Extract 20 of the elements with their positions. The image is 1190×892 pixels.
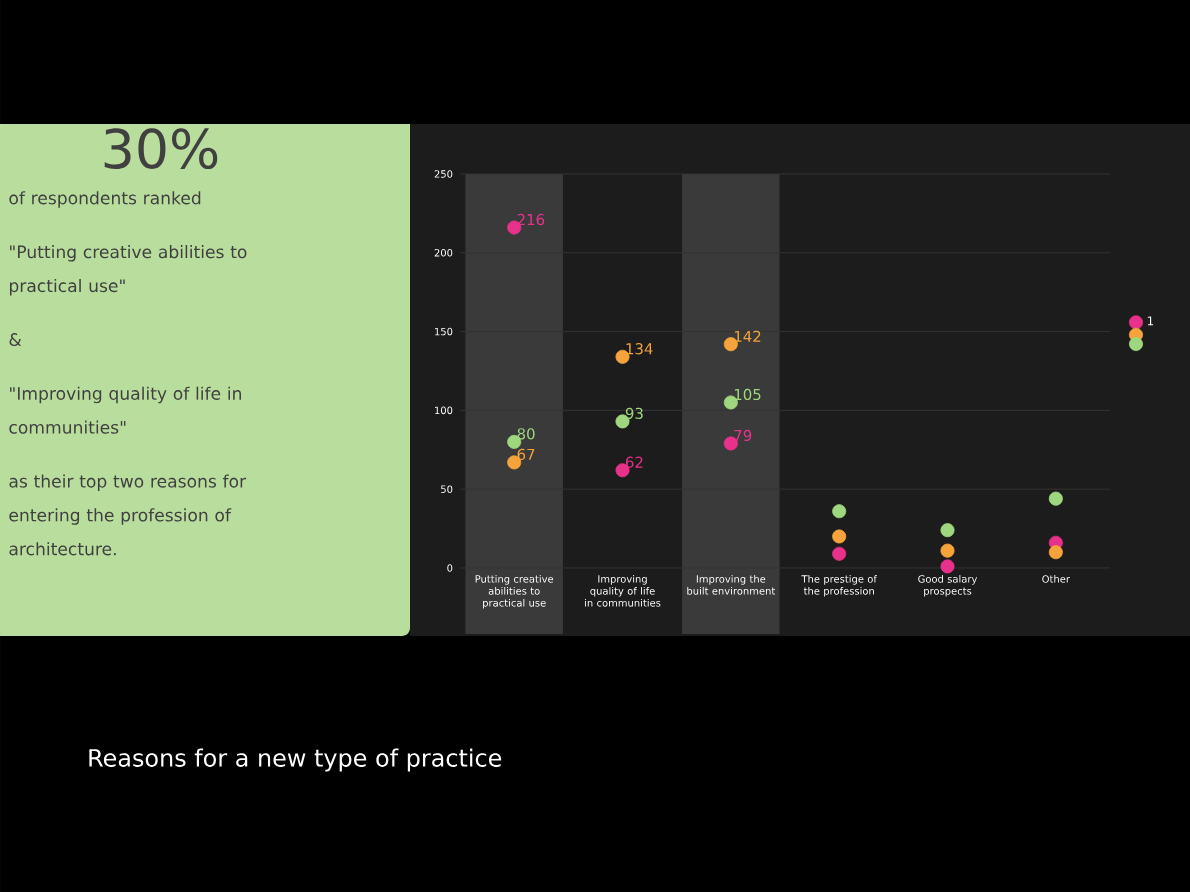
point: [940, 523, 955, 538]
text: 30%: [104, 128, 218, 170]
point: [615, 414, 630, 429]
point: [832, 529, 847, 544]
point: [723, 436, 738, 451]
text: "Putting creative abilities to practical use": [9, 245, 247, 296]
text: Reasons for a new type of practice: [89, 748, 502, 772]
point: [1048, 491, 1063, 506]
point: [940, 559, 955, 574]
point: [615, 463, 630, 478]
point: [832, 546, 847, 561]
point: [1048, 545, 1063, 560]
text: &: [9, 333, 22, 347]
text: "Improving quality of life in communities": [9, 386, 241, 434]
text: of respondents ranked: [9, 191, 201, 208]
text: as their top two reasons for entering the profession of architecture.: [9, 474, 247, 556]
point: [723, 337, 738, 352]
point: [940, 543, 955, 558]
point: [723, 395, 738, 410]
point: [832, 504, 847, 519]
